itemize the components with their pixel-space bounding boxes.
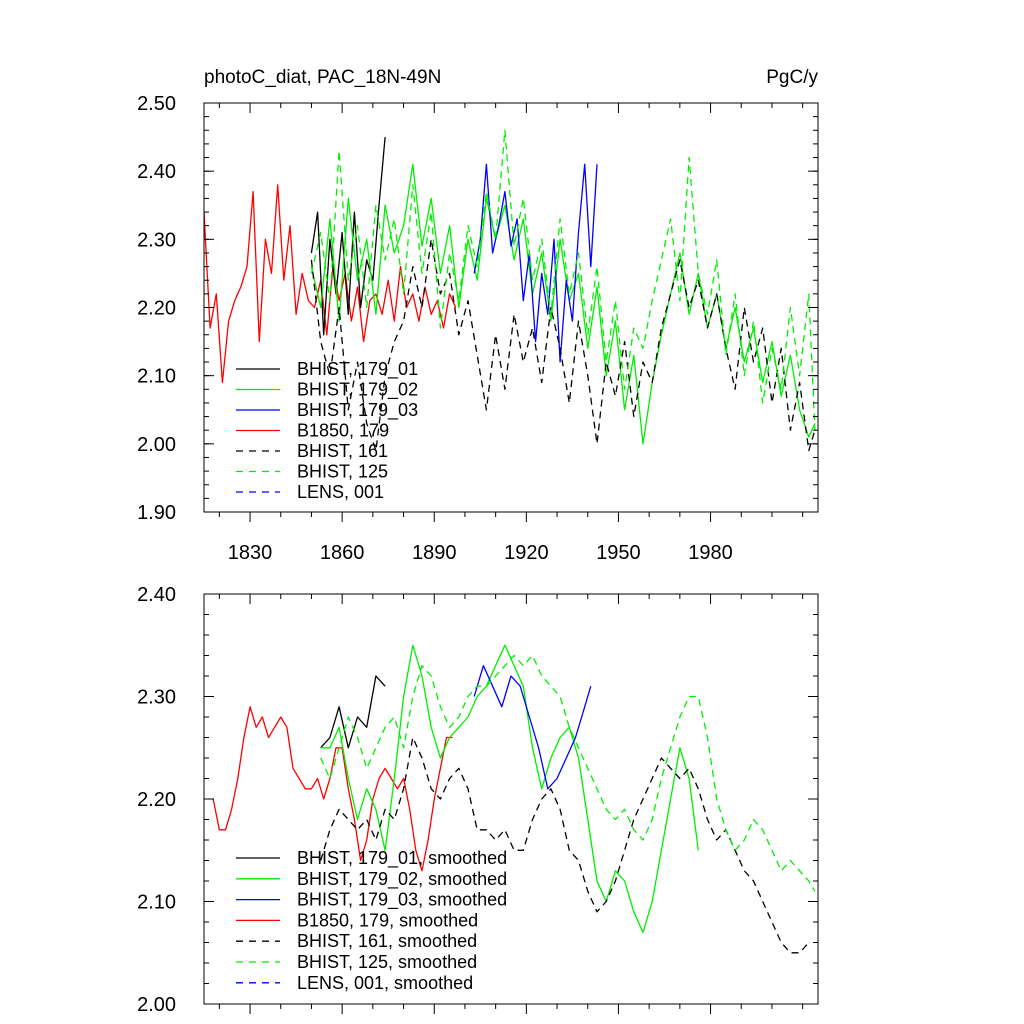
bot-legend-label-bhist-179-01-smoothed: BHIST, 179_01, smoothed <box>297 848 507 869</box>
top-ytick-label: 2.10 <box>137 366 176 388</box>
top-plot-frame <box>203 102 819 513</box>
bot-series-b1850-179-smoothed <box>212 706 453 872</box>
bot-series-bhist-125-smoothed <box>320 654 816 892</box>
top-series-bhist-179-01 <box>310 137 386 336</box>
bottom-plot-frame <box>203 593 819 1005</box>
top-panel: photoC_diat, PAC_18N-49N PgC/y 1.90 2.00 2… <box>137 67 819 564</box>
top-title-right: PgC/y <box>766 67 818 88</box>
top-legend-label-bhist-179-03: BHIST, 179_03 <box>297 400 418 421</box>
top-series-bhist-179-03 <box>473 163 598 363</box>
bot-legend-label-bhist-161-smoothed: BHIST, 161, smoothed <box>297 931 477 951</box>
bot-legend-label-lens-001-smoothed: LENS, 001, smoothed <box>297 973 473 993</box>
bot-legend-label-bhist-125-smoothed: BHIST, 125, smoothed <box>297 952 477 972</box>
top-legend-label-bhist-179-01: BHIST, 179_01 <box>297 359 418 380</box>
top-ytick-label: 2.50 <box>137 93 176 115</box>
top-legend-label-bhist-179-02: BHIST, 179_02 <box>297 380 418 401</box>
top-series-bhist-125 <box>310 129 816 431</box>
bot-ytick-label: 2.30 <box>137 687 176 709</box>
bottom-panel: 2.00 2.10 2.20 2.30 2.40 BHIST, 179_01, smoo… <box>137 584 819 1016</box>
bot-ytick-label: 2.00 <box>137 994 176 1016</box>
top-xtick-label: 1980 <box>688 542 733 564</box>
top-legend-label-lens-001: LENS, 001 <box>297 482 384 502</box>
bot-ytick-label: 2.40 <box>137 584 176 606</box>
bot-series-bhist-179-01-smoothed <box>320 675 386 749</box>
bot-legend-label-bhist-179-02-smoothed: BHIST, 179_02, smoothed <box>297 869 507 890</box>
bot-series-bhist-179-03-smoothed <box>473 665 592 790</box>
top-xtick-label: 1860 <box>320 542 365 564</box>
top-legend-label-bhist-125: BHIST, 125 <box>297 462 388 482</box>
top-series-group <box>204 129 816 452</box>
top-ytick-label: 2.40 <box>137 161 176 183</box>
top-series-bhist-179-02 <box>310 163 816 445</box>
top-xtick-label: 1890 <box>412 542 457 564</box>
top-xtick-label: 1950 <box>596 542 641 564</box>
top-ticks-group: 1.90 2.00 2.10 2.20 2.30 2.40 2.50 1830 1860 1890… <box>137 93 818 564</box>
bottom-ticks-group: 2.00 2.10 2.20 2.30 2.40 <box>137 584 818 1016</box>
top-xtick-label: 1920 <box>504 542 549 564</box>
bot-legend-label-b1850-179-smoothed: B1850, 179, smoothed <box>297 910 478 930</box>
top-title-left: photoC_diat, PAC_18N-49N <box>204 67 441 88</box>
bot-legend-label-bhist-179-03-smoothed: BHIST, 179_03, smoothed <box>297 890 507 911</box>
bottom-series-group <box>212 644 816 954</box>
top-xtick-label: 1830 <box>228 542 273 564</box>
top-legend-label-b1850-179: B1850, 179 <box>297 421 389 441</box>
top-series-bhist-161 <box>310 238 816 452</box>
top-legend-label-bhist-161: BHIST, 161 <box>297 441 388 461</box>
top-ytick-label: 2.30 <box>137 229 176 251</box>
top-ytick-label: 2.20 <box>137 298 176 320</box>
top-ytick-label: 1.90 <box>137 502 176 524</box>
bot-series-bhist-179-02-smoothed <box>320 644 699 933</box>
top-ytick-label: 2.00 <box>137 434 176 456</box>
bot-ytick-label: 2.20 <box>137 789 176 811</box>
bot-ytick-label: 2.10 <box>137 892 176 914</box>
